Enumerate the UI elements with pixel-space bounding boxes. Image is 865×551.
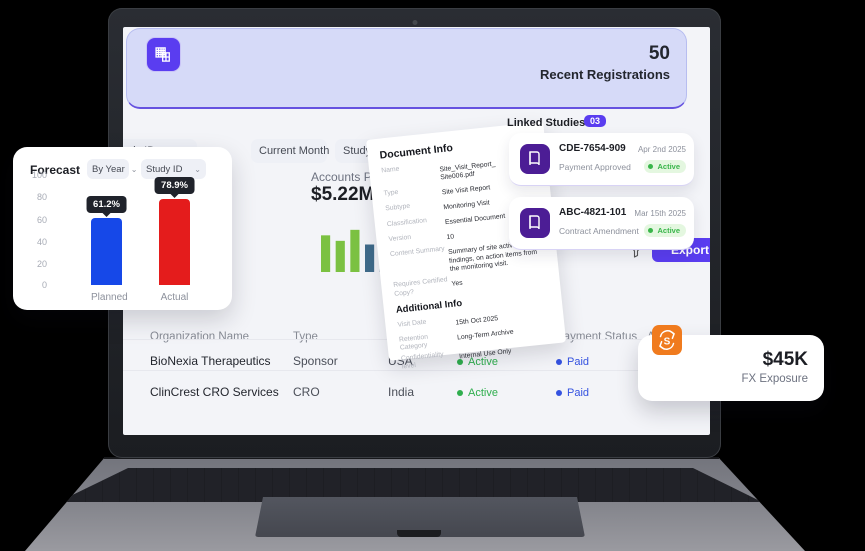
- svg-text:S: S: [664, 337, 671, 348]
